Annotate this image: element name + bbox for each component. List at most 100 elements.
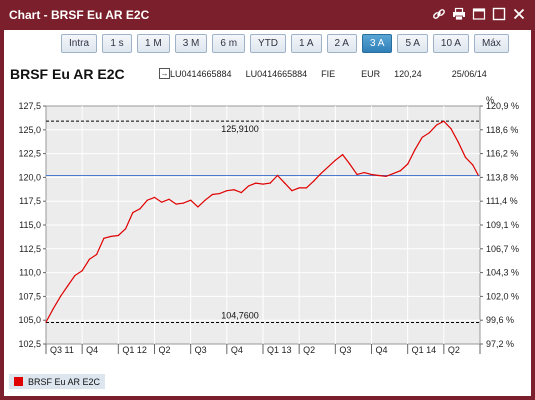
price-date: 25/06/14: [451, 68, 487, 79]
data-point: [428, 132, 430, 134]
x-tick-label: Q3 11: [50, 345, 74, 355]
data-point: [197, 206, 199, 208]
y-tick-label: 110,0: [19, 268, 41, 278]
data-point: [182, 202, 185, 204]
data-point: [211, 193, 213, 196]
x-tick-label: Q4: [376, 345, 388, 355]
print-icon[interactable]: [452, 7, 466, 21]
data-point: [298, 187, 300, 189]
data-point: [255, 182, 257, 184]
y-tick-label: 107,5: [18, 291, 41, 301]
close-icon[interactable]: [512, 7, 526, 21]
data-point: [88, 258, 90, 260]
y2-tick-label: 111,4 %: [486, 196, 518, 206]
period-button-0[interactable]: Intra: [61, 34, 98, 53]
data-point: [219, 192, 221, 195]
period-button-5[interactable]: YTD: [250, 34, 287, 53]
period-button-9[interactable]: 5 A: [397, 34, 428, 53]
minimize-icon[interactable]: [472, 7, 486, 21]
data-point: [247, 185, 250, 187]
legend[interactable]: BRSF Eu AR E2C: [9, 374, 106, 389]
data-point: [443, 120, 445, 122]
data-point: [457, 141, 459, 143]
data-point: [190, 199, 192, 201]
data-point: [414, 149, 416, 151]
x-tick-label: Q1 14: [412, 345, 437, 355]
period-button-7[interactable]: 2 A: [326, 34, 357, 53]
data-point: [334, 159, 336, 161]
legend-label: BRSF Eu AR E2C: [28, 376, 101, 387]
period-button-1[interactable]: 1 s: [102, 34, 133, 53]
y2-tick-label: 120,9 %: [486, 101, 519, 111]
x-tick-label: Q1 13: [267, 345, 292, 355]
y2-tick-label: 109,1 %: [486, 220, 519, 230]
y2-unit-label: %: [486, 96, 494, 105]
data-point: [477, 174, 479, 176]
period-button-2[interactable]: 1 M: [137, 34, 170, 53]
data-point: [146, 199, 148, 201]
data-point: [96, 253, 98, 256]
link-icon[interactable]: [432, 7, 446, 21]
y-tick-label: 105,0: [18, 315, 41, 325]
data-point: [320, 172, 322, 175]
y2-tick-label: 97,2 %: [486, 339, 514, 349]
data-point: [327, 166, 329, 168]
data-point: [81, 270, 83, 272]
data-point: [370, 173, 373, 176]
period-button-11[interactable]: Máx: [473, 34, 509, 53]
max-label: 125,9100: [221, 124, 259, 134]
external-link-icon[interactable]: →: [159, 68, 170, 79]
data-point: [168, 198, 170, 200]
x-tick-label: Q2: [303, 345, 315, 355]
data-point: [52, 308, 54, 310]
y-tick-label: 102,5: [18, 339, 41, 349]
data-point: [45, 321, 47, 323]
data-point: [291, 190, 293, 192]
min-label: 104,7600: [221, 310, 259, 320]
x-tick-label: Q4: [86, 345, 98, 355]
data-point: [74, 274, 76, 277]
data-point: [139, 208, 141, 210]
data-point: [240, 192, 242, 194]
isin-code-secondary: LU0414665884: [245, 68, 308, 79]
last-price: 120,24: [394, 68, 422, 79]
data-point: [124, 228, 127, 230]
data-point: [132, 212, 134, 214]
data-point: [305, 187, 307, 189]
y2-tick-label: 118,6 %: [486, 125, 518, 135]
y2-tick-label: 113,8 %: [486, 172, 518, 182]
period-button-10[interactable]: 10 A: [432, 34, 469, 53]
y2-tick-label: 116,2 %: [486, 149, 518, 159]
period-button-8[interactable]: 3 A: [361, 34, 393, 53]
y-tick-label: 127,5: [18, 101, 41, 111]
y-tick-label: 120,0: [18, 172, 41, 182]
data-point: [378, 174, 380, 177]
maximize-icon[interactable]: [492, 7, 506, 21]
period-button-6[interactable]: 1 A: [291, 34, 322, 53]
y-tick-label: 112,5: [19, 244, 41, 254]
data-point: [392, 172, 394, 175]
data-point: [226, 190, 228, 192]
legend-swatch: [14, 377, 23, 386]
data-point: [472, 164, 474, 166]
x-tick-label: Q1 12: [122, 345, 147, 355]
period-button-4[interactable]: 6 m: [212, 34, 246, 53]
data-point: [284, 182, 286, 184]
data-point: [421, 136, 423, 139]
period-button-3[interactable]: 3 M: [174, 34, 208, 53]
data-point: [59, 295, 62, 297]
x-tick-label: Q4: [231, 345, 243, 355]
fund-name: BRSF Eu AR E2C: [10, 66, 125, 82]
y2-tick-label: 104,3 %: [486, 268, 519, 278]
data-point: [161, 201, 163, 203]
data-point: [385, 175, 387, 178]
y-tick-label: 115,0: [19, 220, 41, 230]
data-point: [110, 235, 112, 238]
window-title: Chart - BRSF Eu AR E2C: [9, 8, 150, 22]
isin-code: LU0414665884: [170, 68, 232, 79]
x-tick-label: Q3: [339, 345, 351, 355]
data-point: [464, 156, 467, 159]
x-tick-label: Q2: [448, 345, 460, 355]
data-point: [341, 153, 344, 156]
